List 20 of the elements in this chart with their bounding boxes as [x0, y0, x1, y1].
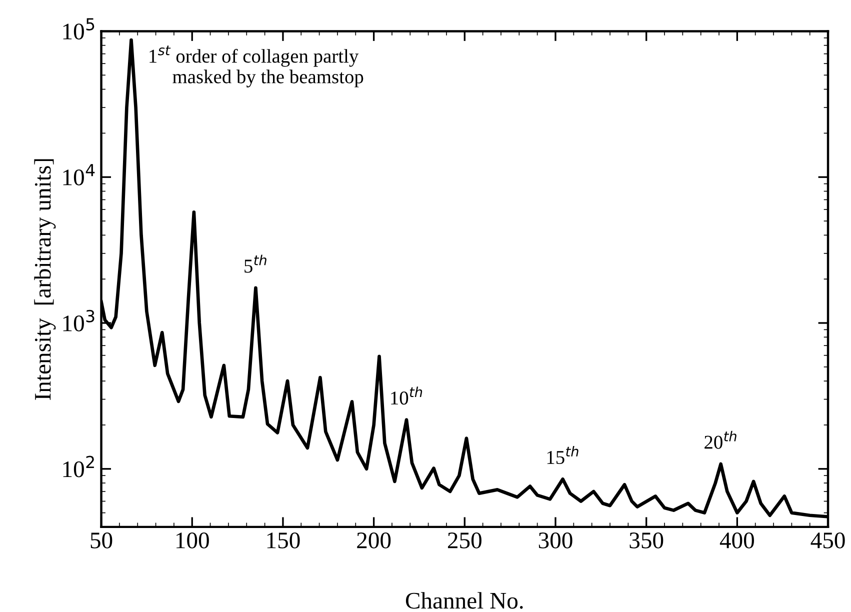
annotation: 5$^{th}$ [244, 254, 266, 273]
annotation: 10$^{th}$ [391, 386, 422, 405]
x-tick-label: 300 [538, 532, 572, 548]
x-tick-label: 450 [810, 532, 845, 548]
x-tick-label: 400 [720, 532, 754, 548]
x-axis-title: Channel No. [406, 592, 523, 609]
x-tick-label: 250 [448, 532, 482, 548]
y-axis-title: Intensity [arbitrary units] [34, 159, 56, 400]
y-tick-label: 10$^{5}$ [63, 18, 94, 40]
annotation: 20$^{th}$ [704, 430, 736, 449]
x-tick-label: 350 [630, 532, 664, 548]
y-tick-label: 10$^{3}$ [63, 310, 94, 332]
y-tick-label: 10$^{2}$ [63, 456, 94, 478]
x-tick-label: 200 [357, 532, 391, 548]
y-tick-label: 10$^{4}$ [63, 164, 95, 186]
annotation: 15$^{th}$ [547, 446, 578, 464]
annotation: 1$^{st}$ order of collagen partly masked by the beamstop [150, 46, 364, 88]
x-tick-label: 100 [176, 532, 209, 548]
x-tick-label: 50 [90, 532, 112, 548]
x-tick-label: 150 [267, 532, 300, 548]
